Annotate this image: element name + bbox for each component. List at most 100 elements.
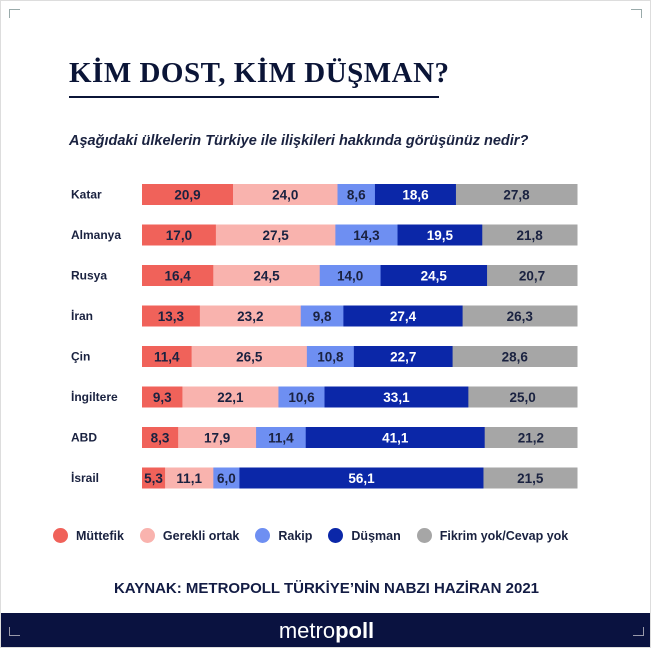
legend-label: Rakip	[278, 528, 313, 543]
data-label: 11,4	[268, 431, 294, 446]
corner-mark	[633, 627, 644, 636]
legend-swatch	[328, 528, 344, 543]
bar-segment	[353, 346, 454, 367]
category-label: Katar	[71, 188, 102, 202]
data-label: 17,9	[204, 431, 230, 446]
data-label: 28,6	[502, 350, 529, 365]
category-label: Rusya	[71, 269, 107, 283]
bar-segment	[487, 265, 578, 286]
bar-segment	[468, 386, 578, 408]
bar-segment	[278, 386, 326, 408]
legend-swatch	[53, 528, 68, 543]
bar-segment	[142, 305, 201, 327]
data-label: 20,9	[174, 188, 200, 203]
bar-segment	[397, 224, 483, 246]
legend-item: Düşman	[328, 528, 401, 543]
bar-segment	[319, 265, 382, 286]
bar-segment	[462, 305, 578, 327]
legend-item: Fikrim yok/Cevap yok	[416, 528, 569, 543]
title-underline	[69, 96, 439, 98]
data-label: 9,3	[153, 390, 172, 405]
bar-segment	[142, 224, 217, 246]
bar-segment	[213, 265, 321, 286]
footer-bar: metropoll	[1, 613, 650, 647]
data-label: 21,2	[518, 431, 544, 446]
data-label: 8,3	[151, 431, 170, 446]
bar-segment	[191, 346, 308, 367]
bar-segment	[483, 467, 578, 489]
data-label: 14,3	[353, 228, 380, 243]
bar-segment	[182, 386, 279, 408]
data-label: 26,3	[507, 309, 534, 324]
bar-segment	[142, 427, 179, 448]
legend-label: Gerekli ortak	[162, 528, 240, 543]
data-label: 19,5	[427, 228, 454, 243]
data-label: 24,5	[253, 269, 280, 284]
data-label: 13,3	[158, 309, 185, 324]
data-label: 41,1	[382, 431, 409, 446]
bar-segment	[343, 305, 464, 327]
bar-segment	[455, 184, 578, 205]
chart-subtitle: Aşağıdaki ülkelerin Türkiye ile ilişkile…	[69, 133, 529, 149]
bar-segment	[239, 467, 484, 489]
legend-label: Fikrim yok/Cevap yok	[439, 528, 569, 543]
data-label: 22,7	[390, 350, 416, 365]
data-label: 8,6	[347, 188, 366, 203]
logo-light-part: metro	[278, 618, 336, 643]
source-note: KAYNAK: METROPOLL TÜRKİYE’NİN NABZI HAZİ…	[113, 580, 540, 597]
bar-segment	[482, 224, 578, 246]
legend-item: Rakip	[255, 528, 312, 543]
bar-segment	[142, 467, 166, 489]
category-label: İngiltere	[71, 389, 118, 404]
data-label: 11,4	[154, 350, 180, 365]
bar-segment	[142, 386, 183, 408]
bar-segment	[337, 184, 376, 205]
data-label: 23,2	[237, 309, 263, 324]
data-label: 9,8	[313, 309, 332, 324]
bar-segment	[305, 427, 486, 448]
category-label: İran	[71, 308, 93, 323]
data-label: 10,8	[317, 350, 344, 365]
data-label: 27,5	[262, 228, 289, 243]
data-label: 21,8	[516, 228, 543, 243]
bar-segment	[380, 265, 488, 286]
corner-mark	[631, 9, 642, 18]
legend-swatch	[255, 528, 271, 543]
legend-label: Müttefik	[76, 528, 124, 543]
data-label: 10,6	[288, 390, 315, 405]
legend-swatch	[416, 528, 432, 543]
page-title: KİM DOST, KİM DÜŞMAN?	[69, 57, 450, 89]
bar-segment	[142, 346, 193, 367]
data-label: 24,5	[421, 269, 448, 284]
bar-segment	[142, 184, 234, 205]
bar-segment	[452, 346, 578, 367]
data-label: 22,1	[217, 390, 244, 405]
bar-segment	[324, 386, 469, 408]
data-label: 11,1	[176, 471, 202, 486]
bar-segment	[484, 427, 578, 448]
legend: Müttefik Gerekli ortak Rakip Düşman Fikrim y…	[53, 528, 584, 543]
data-label: 26,5	[236, 350, 263, 365]
data-label: 56,1	[348, 471, 375, 486]
bar-segment	[165, 467, 214, 489]
bar-segment	[374, 184, 457, 205]
bar-segment	[335, 224, 399, 246]
bar-segment	[215, 224, 336, 246]
category-label: İsrail	[71, 470, 99, 485]
data-label: 14,0	[337, 269, 363, 284]
data-label: 18,6	[402, 188, 429, 203]
data-label: 33,1	[383, 390, 410, 405]
data-label: 27,8	[503, 188, 530, 203]
data-label: 6,0	[217, 471, 236, 486]
bar-segment	[142, 265, 214, 286]
category-label: ABD	[71, 431, 97, 445]
category-label: Çin	[71, 350, 90, 364]
bar-segment	[256, 427, 307, 448]
data-label: 25,0	[510, 390, 536, 405]
legend-item: Müttefik	[53, 528, 124, 543]
bar-segment	[178, 427, 257, 448]
corner-mark	[9, 9, 20, 18]
bar-segment	[306, 346, 355, 367]
logo-metropoll: metropoll	[279, 618, 374, 643]
bar-segment	[213, 467, 240, 489]
